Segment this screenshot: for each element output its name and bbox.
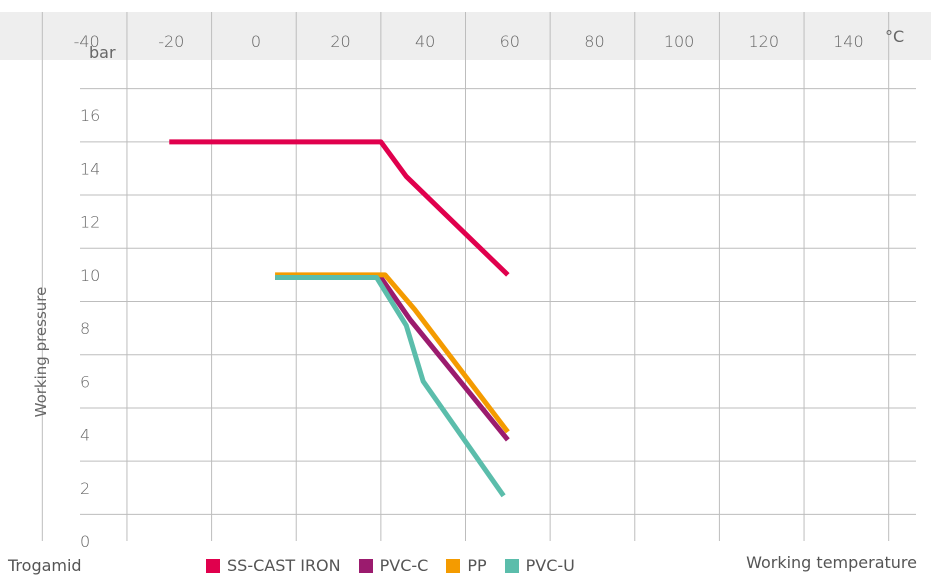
legend-item: PP (446, 556, 487, 575)
legend: Trogamid SS-CAST IRON PVC-C PP PVC-U Workin… (0, 552, 931, 579)
x-tick-label: -40 (74, 32, 100, 51)
y-unit-label: bar (89, 43, 116, 62)
legend-swatch (446, 558, 461, 573)
x-tick-label: 40 (415, 32, 435, 51)
y-tick-label: 6 (80, 372, 90, 391)
series-line-pvc-u (275, 275, 506, 498)
legend-label: PP (467, 556, 487, 575)
legend-swatch (206, 558, 220, 573)
y-tick-label: 4 (80, 426, 90, 445)
x-tick-label: 20 (330, 32, 350, 51)
horizontal-gridlines (80, 88, 916, 515)
y-tick-label: 12 (80, 213, 100, 232)
brand-label: Trogamid (8, 556, 82, 575)
x-tick-label: 120 (748, 32, 779, 51)
x-tick-label: 140 (833, 32, 864, 51)
x-tick-label: -20 (158, 32, 184, 51)
legend-item: PVC-U (504, 556, 575, 575)
legend-label: SS-CAST IRON (227, 556, 341, 575)
y-tick-label: 2 (80, 479, 90, 498)
y-tick-label: 10 (80, 266, 100, 285)
y-axis-label: Working pressure (32, 287, 50, 418)
x-tick-label: 100 (664, 32, 695, 51)
x-unit-label: °C (885, 27, 904, 46)
pressure-temperature-chart: -40 -20 0 20 40 60 80 100 120 140 0 2 4 6 8 10 12 14 16 b… (0, 12, 931, 551)
y-tick-label: 8 (80, 319, 90, 338)
legend-swatch (504, 558, 519, 573)
series-line-pp (275, 272, 510, 434)
y-tick-label: 16 (80, 106, 100, 125)
x-tick-labels: -40 -20 0 20 40 60 80 100 120 140 (74, 32, 864, 51)
legend-item: PVC-C (358, 556, 429, 575)
series-lines (169, 139, 510, 498)
series-line-ss-cast-iron (169, 139, 510, 277)
x-tick-label: 0 (251, 32, 261, 51)
y-tick-label: 0 (80, 532, 90, 551)
x-tick-label: 80 (584, 32, 604, 51)
x-tick-label: 60 (500, 32, 520, 51)
legend-items: SS-CAST IRON PVC-C PP PVC-U (206, 556, 575, 575)
y-tick-labels: 0 2 4 6 8 10 12 14 16 (80, 106, 100, 551)
legend-label: PVC-U (525, 556, 575, 575)
x-axis-label: Working temperature (746, 553, 917, 572)
y-tick-label: 14 (80, 159, 100, 178)
legend-label: PVC-C (379, 556, 429, 575)
legend-item: SS-CAST IRON (206, 556, 341, 575)
legend-swatch (358, 558, 373, 573)
